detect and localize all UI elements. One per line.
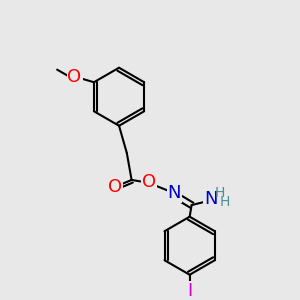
Text: I: I — [187, 282, 192, 300]
Text: H: H — [214, 185, 225, 200]
Text: H: H — [219, 195, 230, 209]
Text: N: N — [204, 190, 218, 208]
Text: O: O — [142, 173, 156, 191]
Text: N: N — [167, 184, 181, 202]
Text: O: O — [108, 178, 122, 196]
Text: O: O — [68, 68, 82, 86]
